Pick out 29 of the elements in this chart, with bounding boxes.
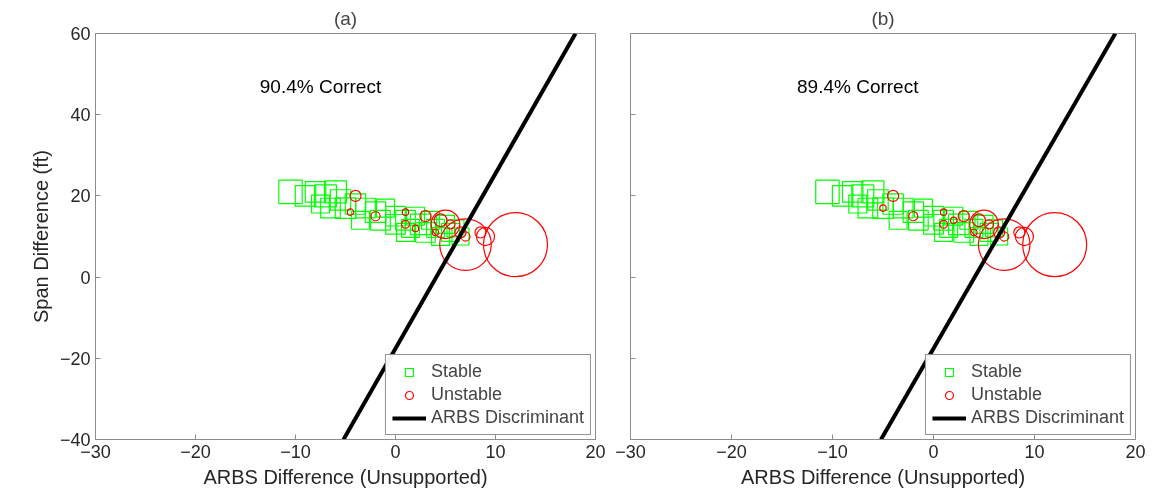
x-tick-label: 20 — [1125, 441, 1146, 462]
x-tick-label: −10 — [280, 441, 311, 462]
x-axis-title: ARBS Difference (Unsupported) — [740, 465, 1026, 488]
legend-label: ARBS Discriminant — [430, 407, 584, 428]
x-tick-label: −10 — [817, 441, 848, 462]
legend-label: Stable — [970, 361, 1022, 382]
x-tick-label: 0 — [928, 441, 939, 462]
x-axis-title: ARBS Difference (Unsupported) — [203, 465, 488, 488]
y-tick-label: 20 — [70, 186, 91, 207]
chart-title: (a) — [333, 7, 358, 29]
x-tick-label: −30 — [615, 441, 646, 462]
legend-label: ARBS Discriminant — [970, 407, 1124, 428]
y-tick-label: −20 — [59, 348, 91, 369]
y-tick-label: 0 — [80, 267, 91, 288]
annotation: 90.4% Correct — [259, 75, 382, 97]
x-tick-label: 10 — [485, 441, 506, 462]
y-tick-label: 60 — [70, 24, 91, 44]
chart-title: (b) — [871, 7, 895, 29]
annotation: 89.4% Correct — [797, 75, 920, 97]
x-tick-label: −20 — [716, 441, 747, 462]
x-tick-label: 20 — [585, 441, 606, 462]
x-tick-label: 10 — [1024, 441, 1045, 462]
x-tick-label: −20 — [180, 441, 211, 462]
y-tick-label: 40 — [70, 105, 91, 126]
y-axis-title: Span Difference (ft) — [29, 149, 52, 324]
legend-label: Unstable — [430, 384, 502, 405]
x-tick-label: 0 — [390, 441, 401, 462]
legend-label: Stable — [430, 361, 482, 382]
legend-label: Unstable — [970, 384, 1042, 405]
